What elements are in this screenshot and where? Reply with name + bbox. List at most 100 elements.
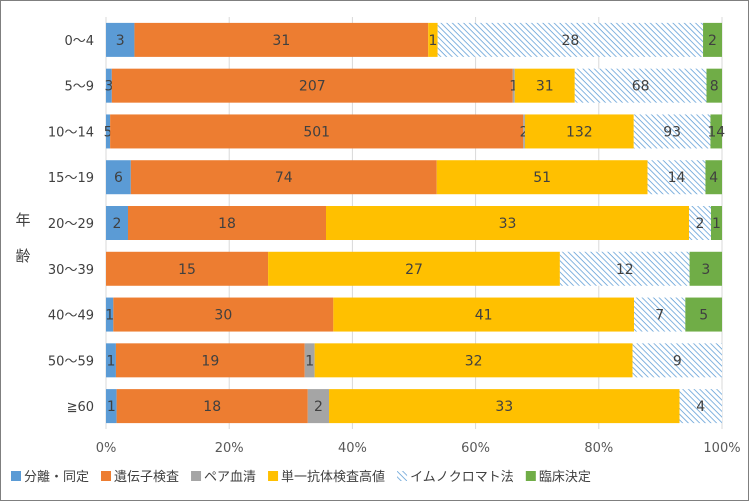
- bar-segment: [106, 343, 116, 378]
- bar-segment: [647, 160, 706, 195]
- bar-segment: [106, 68, 112, 103]
- bar-row-0: 3 31 1 28 2: [106, 22, 722, 57]
- x-tick-label: 40%: [338, 441, 367, 456]
- bar-segment: [634, 297, 686, 332]
- bar-segment: [559, 251, 690, 286]
- bar-segment: [711, 206, 722, 240]
- bar-segment: [110, 114, 524, 149]
- bar-segment: [514, 68, 575, 103]
- bar-segment: [705, 160, 722, 195]
- data-label: 7: [655, 308, 664, 324]
- bar-segment: [106, 160, 131, 195]
- bar-segment: [633, 114, 711, 149]
- legend: 分離・同定 遺伝子検査 ペア血清 単一抗体検査高値 イムノクロマト法 臨床決定: [11, 469, 591, 485]
- data-label: 5: [104, 124, 113, 140]
- y-axis-label-char-1: 年: [15, 211, 30, 229]
- bar-segment: [106, 206, 128, 240]
- category-label: 50〜59: [48, 354, 94, 369]
- bar-row-7: 1 19 1 32 9: [106, 343, 722, 378]
- data-label: 51: [533, 170, 551, 186]
- legend-swatch: [525, 471, 536, 481]
- bar-segment: [106, 297, 114, 332]
- legend-label: 遺伝子検査: [114, 470, 179, 485]
- data-label: 33: [499, 216, 517, 232]
- bar-segment: [113, 297, 334, 332]
- category-label: 10〜14: [48, 125, 94, 140]
- legend-item: 遺伝子検査: [101, 470, 179, 485]
- legend-label: 単一抗体検査高値: [281, 469, 385, 485]
- category-label: 0〜4: [64, 34, 94, 49]
- legend-label: ペア血清: [204, 470, 256, 485]
- legend-label: イムノクロマト法: [410, 470, 514, 485]
- category-labels: 0〜4 5〜9 10〜14 15〜19 20〜29 30〜39 40〜49 50〜59 ≧60: [48, 34, 94, 415]
- bar-segment: [710, 114, 722, 149]
- data-label: 31: [536, 79, 554, 95]
- data-label: 1: [712, 216, 721, 232]
- bar-segment: [632, 343, 722, 378]
- y-axis-label-char-2: 齢: [15, 247, 30, 265]
- category-label: 5〜9: [64, 80, 94, 95]
- legend-label: 臨床決定: [539, 470, 591, 485]
- data-label: 28: [561, 33, 579, 49]
- legend-label: 分離・同定: [24, 470, 89, 485]
- x-tick-label: 0%: [96, 441, 117, 456]
- bar-row-2: 5 501 2 132 93 14: [104, 114, 725, 149]
- data-label: 68: [632, 79, 650, 95]
- bar-segment: [106, 389, 117, 424]
- data-label: 30: [214, 308, 232, 324]
- bar-segment: [326, 206, 689, 240]
- bar-segment: [524, 114, 634, 149]
- bar-segment: [106, 251, 269, 286]
- legend-swatch: [101, 471, 112, 481]
- data-label: 4: [709, 170, 718, 186]
- bar-segment: [333, 297, 634, 332]
- category-label: 40〜49: [48, 309, 94, 324]
- bar-segment: [115, 343, 305, 378]
- data-label: 93: [663, 124, 681, 140]
- data-label: 501: [303, 124, 330, 140]
- category-label: 30〜39: [48, 263, 94, 278]
- data-label: 3: [104, 79, 113, 95]
- bar-segment: [106, 114, 111, 149]
- data-label: 6: [114, 170, 123, 186]
- data-label: 14: [707, 124, 725, 140]
- bar-row-5: 15 27 12 3: [106, 251, 722, 286]
- legend-item: 単一抗体検査高値: [268, 469, 385, 485]
- legend-item: イムノクロマト法: [397, 470, 514, 485]
- legend-item: ペア血清: [191, 470, 256, 485]
- data-label: 2: [520, 124, 529, 140]
- bar-row-3: 6 74 51 14 4: [106, 160, 722, 195]
- data-label: 31: [272, 33, 290, 49]
- data-label: 27: [405, 262, 423, 278]
- bar-segment: [111, 68, 513, 103]
- x-tick-labels: 0% 20% 40% 60% 80% 100%: [96, 441, 741, 456]
- bar-segment: [574, 68, 707, 103]
- data-label: 1: [428, 33, 437, 49]
- bar-segment: [268, 251, 560, 286]
- data-label: 15: [178, 262, 196, 278]
- data-label: 9: [673, 353, 682, 369]
- bar-row-8: 1 18 2 33 4: [106, 389, 722, 424]
- bar-segment: [706, 68, 722, 103]
- legend-swatch: [191, 471, 202, 481]
- data-label: 18: [218, 216, 236, 232]
- bar-segment: [134, 22, 429, 57]
- bars: 3 31 1 28 23 207 1 31 68 85 501 2 132 93 146 74 51 14 42 18…: [104, 22, 725, 424]
- legend-swatch: [11, 471, 21, 481]
- category-label: ≧60: [67, 400, 94, 415]
- data-label: 8: [710, 79, 719, 95]
- data-label: 132: [566, 124, 593, 140]
- data-label: 3: [116, 33, 125, 49]
- bar-segment: [436, 160, 648, 195]
- data-label: 74: [275, 170, 293, 186]
- bar-segment: [329, 389, 680, 424]
- bar-segment: [689, 251, 722, 286]
- x-tick-label: 100%: [703, 441, 740, 456]
- data-label: 1: [305, 353, 314, 369]
- bar-segment: [437, 22, 704, 57]
- bar-segment: [307, 389, 330, 424]
- data-label: 12: [616, 262, 634, 278]
- data-label: 3: [701, 262, 710, 278]
- data-label: 33: [495, 399, 513, 415]
